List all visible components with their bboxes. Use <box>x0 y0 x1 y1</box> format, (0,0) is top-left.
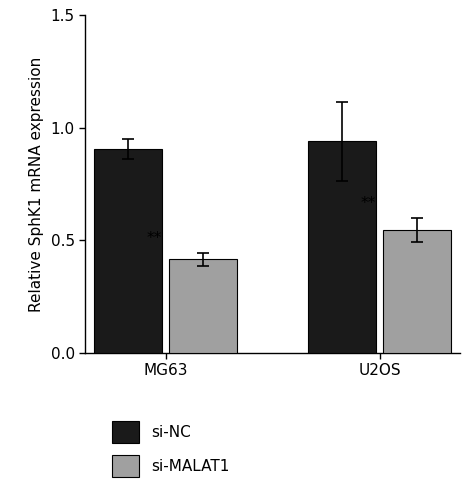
Bar <box>308 141 376 353</box>
Legend: si-NC, si-MALAT1: si-NC, si-MALAT1 <box>112 421 230 477</box>
Y-axis label: Relative SphK1 mRNA expression: Relative SphK1 mRNA expression <box>29 56 44 311</box>
Bar <box>94 149 162 353</box>
Bar <box>383 230 451 353</box>
Text: **: ** <box>146 231 162 246</box>
Text: **: ** <box>361 196 376 211</box>
Bar <box>169 260 237 353</box>
